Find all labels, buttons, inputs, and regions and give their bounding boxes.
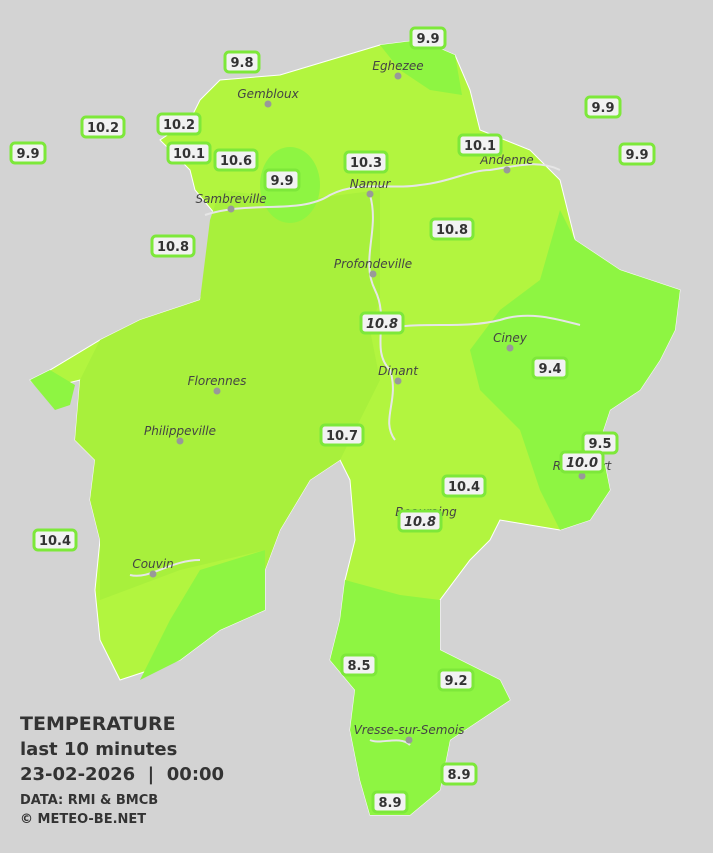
station-box bbox=[429, 217, 475, 241]
station-box bbox=[440, 762, 478, 786]
station-value: 10.3 bbox=[350, 156, 382, 171]
station-box bbox=[441, 474, 487, 498]
station-value: 10.8 bbox=[436, 223, 468, 238]
station-box bbox=[437, 668, 475, 692]
station-value: 10.7 bbox=[326, 429, 358, 444]
station-value: 8.9 bbox=[447, 768, 470, 783]
station-value: 10.6 bbox=[220, 154, 252, 169]
station-value: 10.2 bbox=[163, 118, 195, 133]
zone bbox=[380, 40, 462, 95]
town-dot bbox=[213, 387, 221, 395]
town-name: Vresse-sur-Semois bbox=[354, 723, 465, 737]
zone bbox=[140, 550, 265, 680]
station-box bbox=[457, 133, 503, 157]
town-name: Couvin bbox=[132, 557, 173, 571]
station-box bbox=[223, 50, 261, 74]
zone bbox=[75, 190, 380, 600]
town-dot bbox=[369, 270, 377, 278]
station-value: 9.4 bbox=[538, 362, 561, 377]
station-box bbox=[397, 509, 443, 533]
station-value: 10.1 bbox=[173, 147, 205, 162]
town-dot bbox=[366, 190, 374, 198]
town-dot bbox=[578, 472, 586, 480]
town-dot bbox=[227, 205, 235, 213]
station-box bbox=[584, 95, 622, 119]
legend-copyright: © METEO-BE.NET bbox=[20, 812, 146, 827]
station-box bbox=[263, 168, 301, 192]
town-dot bbox=[264, 100, 272, 108]
station-box bbox=[409, 26, 447, 50]
station-value: 9.5 bbox=[588, 437, 611, 452]
station-value: 10.8 bbox=[157, 240, 189, 255]
town-name: Eghezee bbox=[372, 59, 423, 73]
town-dot bbox=[394, 377, 402, 385]
zone bbox=[30, 370, 75, 410]
town-name: Namur bbox=[350, 177, 392, 191]
station-value: 8.9 bbox=[378, 796, 401, 811]
station-box bbox=[156, 112, 202, 136]
town-dot bbox=[176, 437, 184, 445]
station-box bbox=[531, 356, 569, 380]
town-dot bbox=[503, 166, 511, 174]
station-value: 9.9 bbox=[270, 174, 293, 189]
station-box bbox=[319, 423, 365, 447]
legend-source: DATA: RMI & BMCB bbox=[20, 793, 158, 808]
station-box bbox=[359, 311, 405, 335]
legend-subtitle: last 10 minutes bbox=[20, 739, 177, 760]
station-box bbox=[32, 528, 78, 552]
town-dot bbox=[394, 72, 402, 80]
station-value: 9.9 bbox=[16, 147, 39, 162]
station-box bbox=[559, 450, 605, 474]
town-name: Dinant bbox=[378, 364, 419, 378]
station-box bbox=[80, 115, 126, 139]
station-box bbox=[343, 150, 389, 174]
station-value: 9.9 bbox=[625, 148, 648, 163]
town-name: Ciney bbox=[493, 331, 528, 345]
station-value: 10.4 bbox=[448, 480, 480, 495]
legend-datetime: 23-02-2026 | 00:00 bbox=[20, 764, 224, 785]
station-value: 10.4 bbox=[39, 534, 71, 549]
station-box bbox=[618, 142, 656, 166]
station-value: 10.2 bbox=[87, 121, 119, 136]
station-box bbox=[340, 653, 378, 677]
station-value: 9.9 bbox=[591, 101, 614, 116]
station-box bbox=[150, 234, 196, 258]
station-box bbox=[213, 148, 259, 172]
station-value: 9.2 bbox=[444, 674, 467, 689]
station-value: 9.8 bbox=[230, 56, 253, 71]
station-value: 10.8 bbox=[366, 317, 398, 332]
station-value: 10.1 bbox=[464, 139, 496, 154]
station-value: 9.9 bbox=[416, 32, 439, 47]
station-value: 10.0 bbox=[566, 456, 598, 471]
zone bbox=[330, 580, 510, 815]
stations: 9.9 9.8 9.9 10.2 10.2 9.9 10.1 10.6 10.3 10.1 9.9 9… bbox=[9, 26, 656, 814]
town-name: Gembloux bbox=[237, 87, 299, 101]
station-value: 8.5 bbox=[347, 659, 370, 674]
town-dot bbox=[149, 570, 157, 578]
zone bbox=[470, 210, 680, 530]
town-dot bbox=[405, 736, 413, 744]
town-name: Profondeville bbox=[334, 257, 412, 271]
station-value: 10.8 bbox=[404, 515, 436, 530]
legend-title: TEMPERATURE bbox=[20, 713, 176, 735]
town-name: Philippeville bbox=[144, 424, 216, 438]
town-name: Sambreville bbox=[195, 192, 266, 206]
station-box bbox=[371, 790, 409, 814]
town-name: Florennes bbox=[188, 374, 247, 388]
town-dot bbox=[506, 344, 514, 352]
station-box bbox=[166, 141, 212, 165]
station-box bbox=[9, 141, 47, 165]
